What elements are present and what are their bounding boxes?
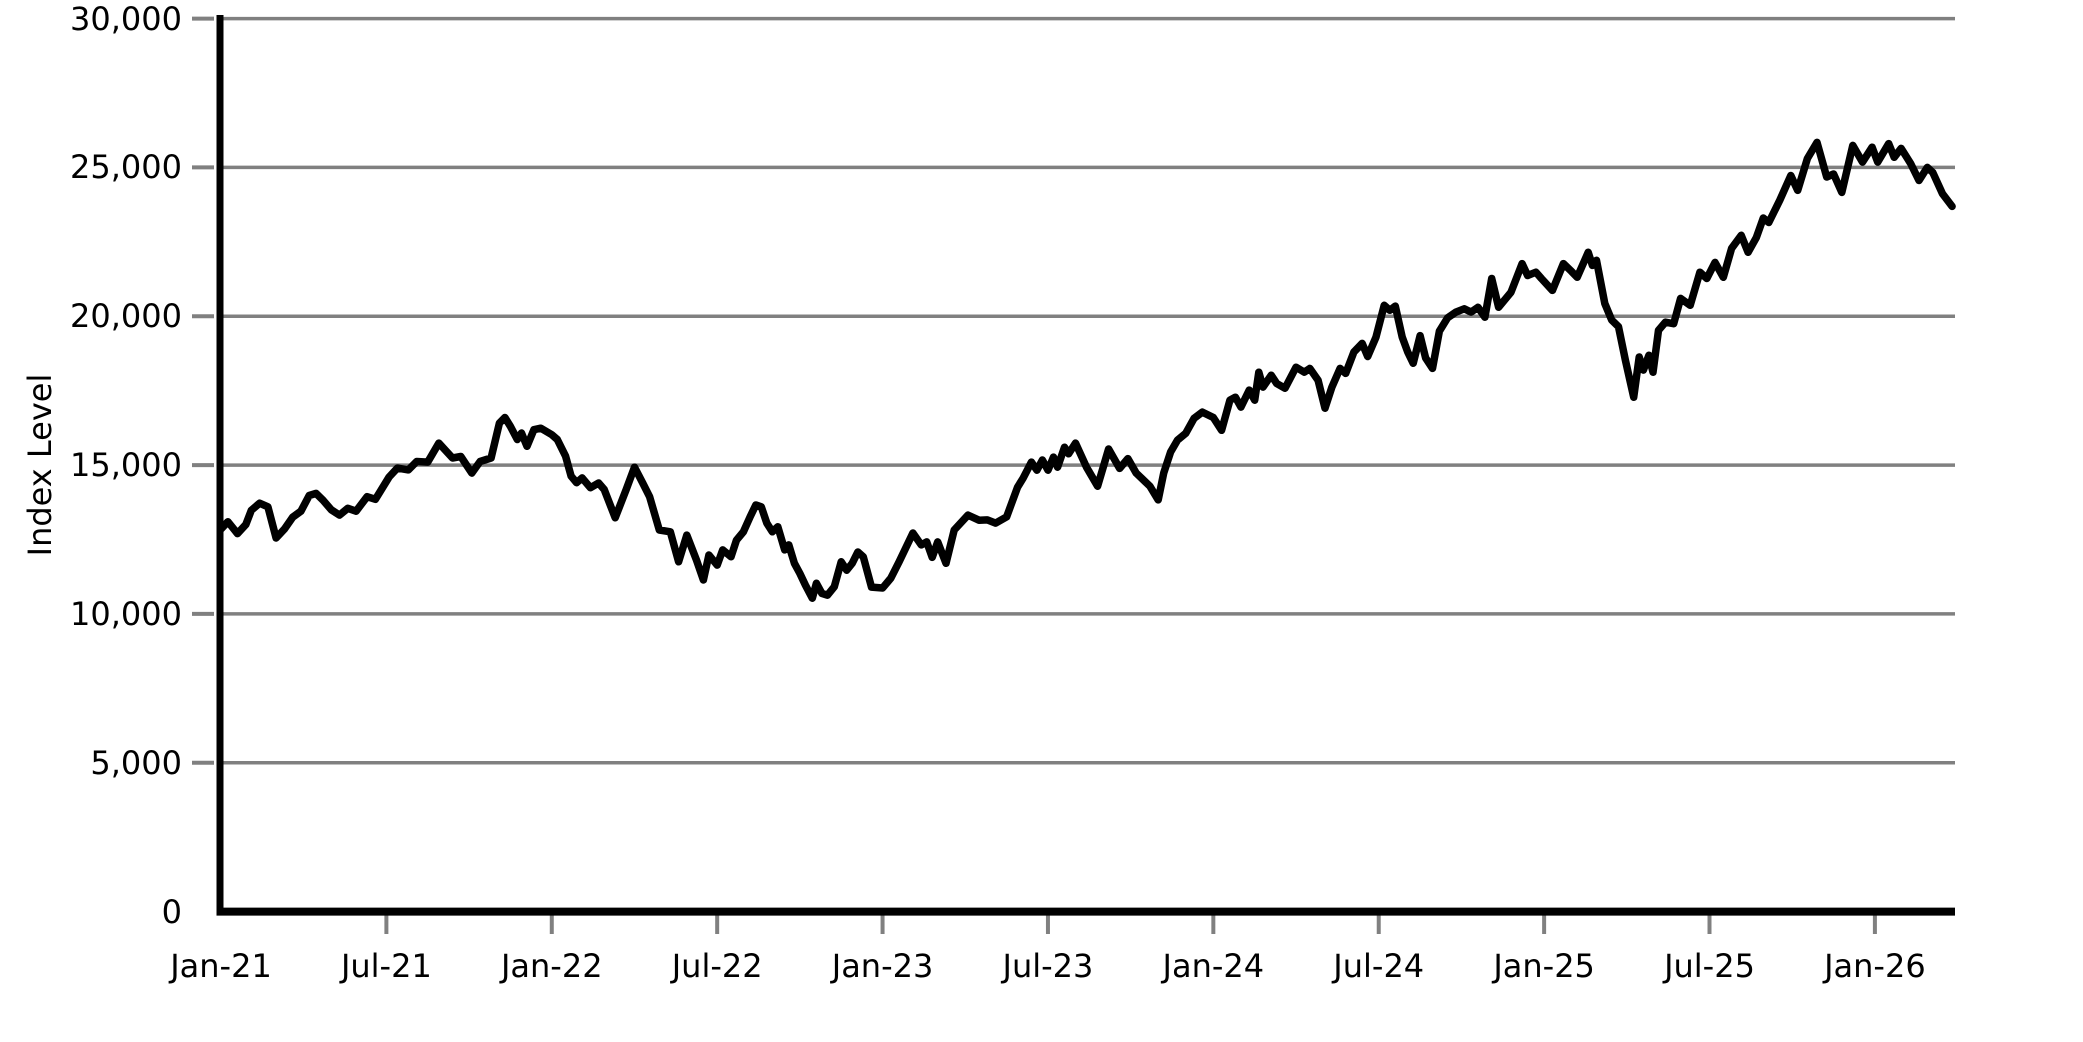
x-tick-label: Jul-25	[1664, 947, 1755, 985]
x-tick-label: Jan-25	[1493, 947, 1595, 985]
x-tick-label: Jul-22	[671, 947, 763, 985]
y-tick-label: 30,000	[70, 0, 182, 38]
x-tick-label: Jul-21	[340, 947, 432, 985]
x-tick-label: Jul-23	[1002, 947, 1094, 985]
y-axis-title: Index Level	[21, 373, 59, 557]
y-tick-label: 10,000	[70, 594, 182, 633]
y-tick-label: 25,000	[70, 148, 182, 187]
x-tick-label: Jan-26	[1824, 947, 1926, 985]
index-level-line	[217, 138, 1956, 602]
y-tick-label: 5,000	[90, 743, 182, 782]
x-tick-label: Jan-24	[1162, 947, 1265, 985]
x-tick-label: Jan-21	[170, 947, 272, 985]
y-tick-label: 20,000	[70, 297, 182, 336]
x-tick-label: Jan-22	[500, 947, 603, 985]
x-tick-label: Jul-24	[1333, 947, 1425, 985]
y-tick-label: 15,000	[70, 446, 182, 485]
x-tick-label: Jan-23	[831, 947, 934, 985]
y-tick-label: 0	[161, 892, 182, 931]
